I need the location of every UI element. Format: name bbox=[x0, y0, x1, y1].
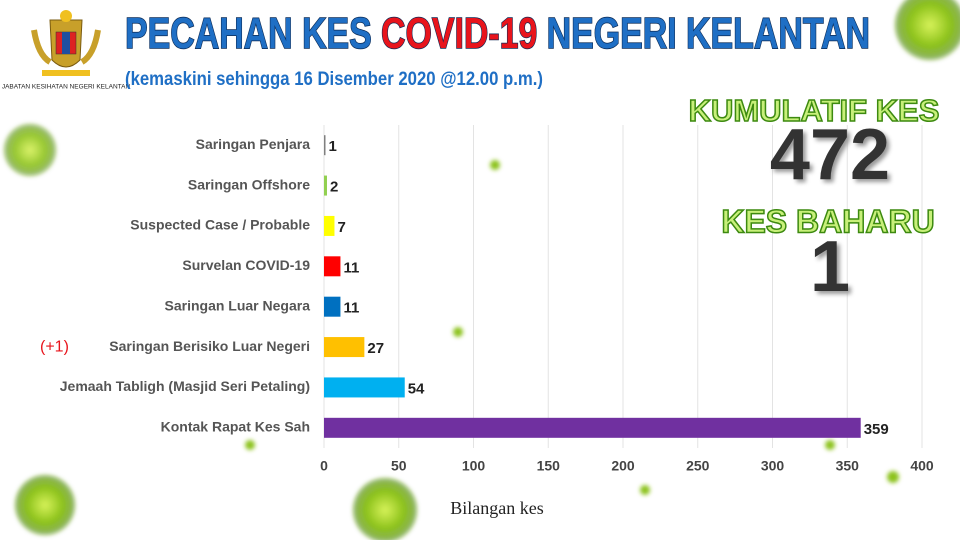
stat-value: 1 bbox=[810, 227, 850, 307]
title-part: COVID-19 bbox=[381, 9, 537, 58]
bar bbox=[324, 296, 341, 317]
bar bbox=[324, 135, 326, 156]
x-tick-label: 50 bbox=[391, 458, 407, 474]
logo bbox=[31, 10, 101, 76]
bar bbox=[324, 215, 335, 236]
data-label: 2 bbox=[330, 179, 338, 196]
y-tick-label: Jemaah Tabligh (Masjid Seri Petaling) bbox=[60, 378, 310, 394]
x-tick-label: 350 bbox=[836, 458, 860, 474]
title-part: PECAHAN KES bbox=[125, 9, 372, 58]
decorations bbox=[4, 0, 960, 540]
y-tick-label: Suspected Case / Probable bbox=[130, 217, 310, 233]
x-tick-label: 200 bbox=[611, 458, 635, 474]
y-tick-label: Saringan Luar Negara bbox=[165, 297, 311, 313]
chart-title: PECAHAN KESCOVID-19NEGERI KELANTAN bbox=[125, 9, 870, 58]
bar bbox=[324, 175, 327, 196]
bar bbox=[324, 377, 405, 398]
subtitle: (kemaskini sehingga 16 Disember 2020 @12… bbox=[125, 69, 543, 90]
bar bbox=[324, 417, 861, 438]
data-label: 1 bbox=[328, 138, 336, 155]
x-tick-label: 250 bbox=[686, 458, 710, 474]
data-label: 359 bbox=[864, 421, 889, 438]
y-tick-label: Saringan Berisiko Luar Negeri bbox=[109, 338, 310, 354]
x-tick-label: 150 bbox=[537, 458, 561, 474]
title-part: NEGERI KELANTAN bbox=[547, 9, 870, 58]
data-label: 54 bbox=[408, 380, 425, 397]
logo-text: JABATAN KESIHATAN NEGERI KELANTAN bbox=[2, 84, 131, 91]
y-tick-label: Kontak Rapat Kes Sah bbox=[161, 419, 310, 435]
x-tick-label: 100 bbox=[462, 458, 486, 474]
y-tick-label: Survelan COVID-19 bbox=[182, 257, 310, 273]
bar bbox=[324, 256, 341, 277]
data-label: 7 bbox=[337, 219, 345, 236]
y-tick-label: Saringan Penjara bbox=[196, 136, 311, 152]
data-label: 27 bbox=[367, 340, 384, 357]
stat-label: KUMULATIF KES bbox=[689, 93, 940, 128]
data-label: 11 bbox=[343, 300, 359, 317]
stat-label: KES BAHARU bbox=[721, 203, 934, 239]
annotation: (+1) bbox=[40, 338, 69, 355]
x-tick-label: 300 bbox=[761, 458, 785, 474]
bar bbox=[324, 337, 365, 358]
stat-value: 472 bbox=[770, 115, 890, 195]
x-tick-label: 400 bbox=[910, 458, 934, 474]
x-tick-label: 0 bbox=[320, 458, 328, 474]
x-axis-label: Bilangan kes bbox=[450, 498, 543, 518]
data-label: 11 bbox=[343, 259, 359, 276]
y-tick-label: Saringan Offshore bbox=[188, 176, 310, 192]
